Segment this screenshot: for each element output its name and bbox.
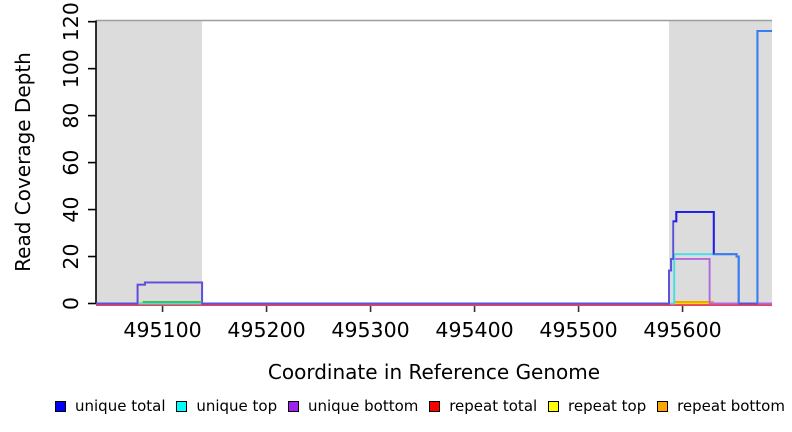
y-axis-title: Read Coverage Depth (11, 52, 35, 272)
legend-label: unique total (75, 397, 166, 415)
x-tick-label: 495400 (435, 318, 513, 342)
legend-item-repeat-total: repeat total (429, 398, 537, 414)
overlay-total-top-overlap-116 (756, 30, 772, 304)
y-tick-label: 80 (59, 103, 83, 129)
legend-swatch-icon (55, 400, 66, 412)
legend-item-unique-top: unique top (176, 398, 277, 414)
legend-item-unique-bottom: unique bottom (287, 397, 419, 415)
x-tick-label: 495200 (227, 318, 305, 342)
y-tick-label: 0 (59, 297, 83, 310)
legend-swatch-icon (429, 400, 441, 412)
legend-swatch-icon (657, 400, 669, 412)
y-tick-label: 100 (59, 49, 83, 88)
legend-item-repeat-top: repeat top (548, 398, 646, 414)
y-tick-label: 60 (59, 150, 83, 176)
legend: unique total unique top unique bottom repea… (55, 397, 785, 415)
x-tick-label: 495500 (539, 318, 617, 342)
overlay-unique-total-plateau (673, 210, 715, 255)
legend-label: repeat top (568, 397, 647, 415)
y-tick-label: 20 (59, 243, 83, 269)
legend-item-repeat-bottom: repeat bottom (657, 398, 785, 414)
x-tick-label: 495100 (123, 318, 201, 342)
legend-swatch-icon (176, 400, 188, 412)
legend-swatch-icon (548, 400, 559, 412)
repeat-region-left (96, 20, 203, 304)
repeat-region-right (669, 20, 772, 304)
legend-label: repeat bottom (677, 397, 785, 415)
overlay-total-top-overlap-20 (713, 253, 740, 304)
y-tick-label: 40 (59, 197, 83, 223)
y-tick-label: 120 (59, 2, 83, 41)
legend-swatch-icon (287, 400, 299, 412)
legend-item-unique-total: unique total (55, 398, 166, 414)
legend-label: unique top (196, 397, 278, 415)
legend-label: unique bottom (307, 397, 419, 415)
legend-label: repeat total (449, 397, 538, 415)
x-tick-label: 495300 (331, 318, 409, 342)
x-tick-label: 495600 (643, 318, 721, 342)
x-axis-title: Coordinate in Reference Genome (268, 360, 600, 384)
